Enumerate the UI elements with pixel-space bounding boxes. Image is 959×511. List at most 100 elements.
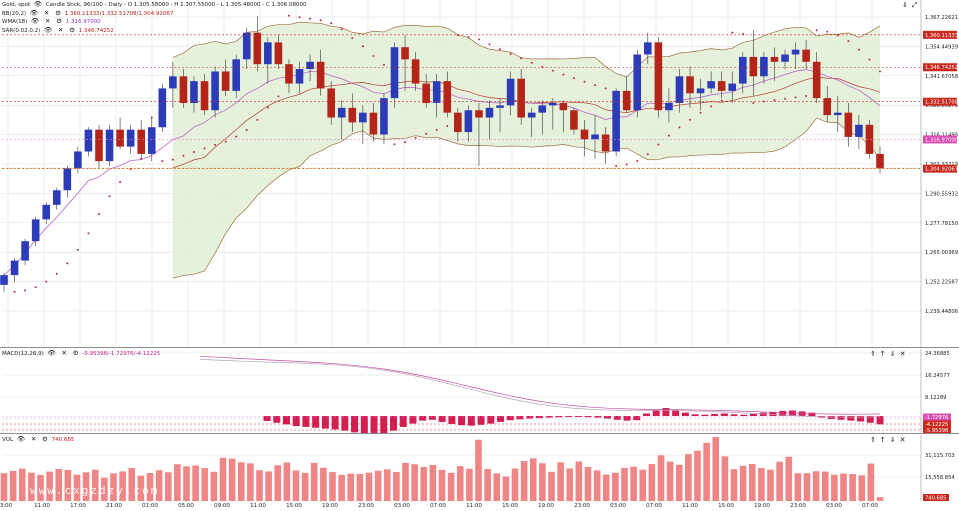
macd-histogram-bar xyxy=(555,416,563,418)
sar-dot xyxy=(857,48,860,51)
time-axis-label: 07:00 xyxy=(646,503,662,509)
price-legend: Gold, spot 👁 Candle Stick, 96/100 - Dail… xyxy=(2,0,307,35)
close-icon[interactable]: ✕ xyxy=(45,17,51,25)
macd-histogram-bar xyxy=(866,416,874,423)
candle-body xyxy=(707,81,715,89)
arrow-down-icon[interactable]: ⇓ xyxy=(889,350,896,358)
candle-body xyxy=(644,42,652,55)
sar-dot xyxy=(171,158,174,161)
volume-chart-canvas[interactable]: 31,115.703 15,558.854 740.685 xyxy=(0,435,959,501)
time-axis-label: 19:00 xyxy=(754,503,770,509)
pane-splitter[interactable] xyxy=(0,433,959,434)
sar-dot xyxy=(530,61,533,64)
macd-histogram-bar xyxy=(497,416,505,422)
volume-panel[interactable]: 31,115.703 15,558.854 740.685 VOL 👁 ✕ ⚙ 74… xyxy=(0,435,959,501)
volume-bar xyxy=(292,470,300,501)
close-icon[interactable]: ✕ xyxy=(43,8,50,17)
candle-body xyxy=(200,81,209,111)
price-axis-label: 1,290.55932 xyxy=(925,191,958,197)
arrow-up-icon[interactable]: ⇑ xyxy=(870,350,876,358)
macd-histogram-bar xyxy=(526,416,534,419)
volume-bar xyxy=(666,461,674,501)
candle-body xyxy=(549,102,557,106)
eye-icon[interactable]: 👁 xyxy=(33,0,43,8)
volume-bar xyxy=(575,461,583,501)
macd-histogram-bar xyxy=(341,416,349,431)
sar-dot xyxy=(520,57,523,60)
arrow-down-icon[interactable]: ⇓ xyxy=(889,436,896,444)
maximize-icon[interactable]: ⤢ xyxy=(911,1,918,9)
gear-icon[interactable]: ⚙ xyxy=(42,435,48,443)
macd-chart-canvas[interactable]: 24.3688516.245778.122890.00000-1.72976-4… xyxy=(0,349,959,433)
sar-dot xyxy=(499,48,502,51)
time-axis-label: 11:00 xyxy=(466,503,482,509)
volume-bar xyxy=(593,470,601,501)
sar-dot xyxy=(815,29,818,32)
price-axis-label: 1,367.22621 xyxy=(925,15,958,21)
volume-bar xyxy=(858,475,866,501)
volume-bar xyxy=(748,463,756,501)
time-axis-label: 11:00 xyxy=(682,503,698,509)
time-axis-label: 07:00 xyxy=(430,503,446,509)
volume-bar xyxy=(256,470,263,501)
macd-histogram-bar xyxy=(613,416,621,420)
volume-bar xyxy=(420,467,428,501)
macd-histogram-bar xyxy=(779,410,787,416)
gear-icon[interactable]: ⚙ xyxy=(55,8,61,17)
macd-histogram-bar xyxy=(623,416,631,421)
volume-bar xyxy=(46,471,53,501)
volume-bar xyxy=(146,473,154,501)
time-axis[interactable]: 3:00 11:00 17:00 21:00 01:00 05:00 09:00 11:00 1… xyxy=(0,502,959,511)
sar-dot xyxy=(203,147,206,150)
candle-body xyxy=(147,127,156,154)
arrow-up-icon[interactable]: ↑ xyxy=(879,436,886,444)
price-chart-canvas[interactable]: 1,367.22621 1,354.44939 1,341.67058 1,328.8… xyxy=(0,0,959,347)
candle-body xyxy=(116,129,124,147)
time-axis-label: 23:00 xyxy=(790,503,806,509)
candle-body xyxy=(63,168,72,191)
eye-icon[interactable]: 👁 xyxy=(31,17,40,25)
volume-bar xyxy=(155,470,163,501)
candle-body xyxy=(190,81,198,103)
close-icon[interactable]: ✕ xyxy=(57,25,64,34)
pane-splitter[interactable] xyxy=(0,347,959,348)
gear-icon[interactable]: ⚙ xyxy=(56,17,63,25)
candle-body xyxy=(612,90,620,152)
eye-icon[interactable]: 👁 xyxy=(47,349,56,357)
candle-body xyxy=(738,56,747,84)
eye-icon[interactable]: 👁 xyxy=(43,25,53,34)
macd-histogram-bar xyxy=(292,416,300,427)
arrow-up-icon[interactable]: ↑ xyxy=(879,350,886,358)
candle-body xyxy=(791,49,800,55)
watermark-text: www.cxgzdzy.com xyxy=(30,484,160,497)
time-axis-label: 3:00 xyxy=(0,503,13,509)
arrow-down-icon[interactable]: ⇓ xyxy=(902,1,908,9)
macd-histogram-bar xyxy=(720,413,728,416)
gear-icon[interactable]: ⚙ xyxy=(69,25,76,34)
sar-dot xyxy=(24,289,27,292)
volume-bar xyxy=(639,469,647,501)
eye-icon[interactable]: 👁 xyxy=(16,435,26,443)
close-icon[interactable]: ✕ xyxy=(899,436,906,444)
candle-body xyxy=(232,59,240,91)
volume-bar xyxy=(557,462,564,501)
vol-value: 740.685 xyxy=(51,437,75,443)
volume-bar xyxy=(411,464,418,501)
close-icon[interactable]: ✕ xyxy=(899,350,906,358)
arrow-up-icon[interactable]: ⇑ xyxy=(870,436,876,444)
price-axis-label: 1,265.00369 xyxy=(925,250,958,256)
price-panel[interactable]: 1,367.22621 1,354.44939 1,341.67058 1,328.8… xyxy=(0,0,959,347)
close-icon[interactable]: ✕ xyxy=(61,349,67,357)
close-icon[interactable]: ✕ xyxy=(30,435,37,443)
sar-dot xyxy=(805,94,808,97)
volume-bar xyxy=(228,458,236,501)
eye-icon[interactable]: 👁 xyxy=(29,8,39,17)
volume-bar xyxy=(383,469,391,501)
macd-histogram-bar xyxy=(857,416,865,422)
macd-panel[interactable]: 24.3688516.245778.122890.00000-1.72976-4… xyxy=(0,349,959,433)
time-axis-label: 03:00 xyxy=(394,503,410,509)
gear-icon[interactable]: ⚙ xyxy=(72,349,79,357)
price-tag xyxy=(923,30,957,39)
volume-bar xyxy=(237,462,245,501)
volume-bar xyxy=(18,468,26,501)
